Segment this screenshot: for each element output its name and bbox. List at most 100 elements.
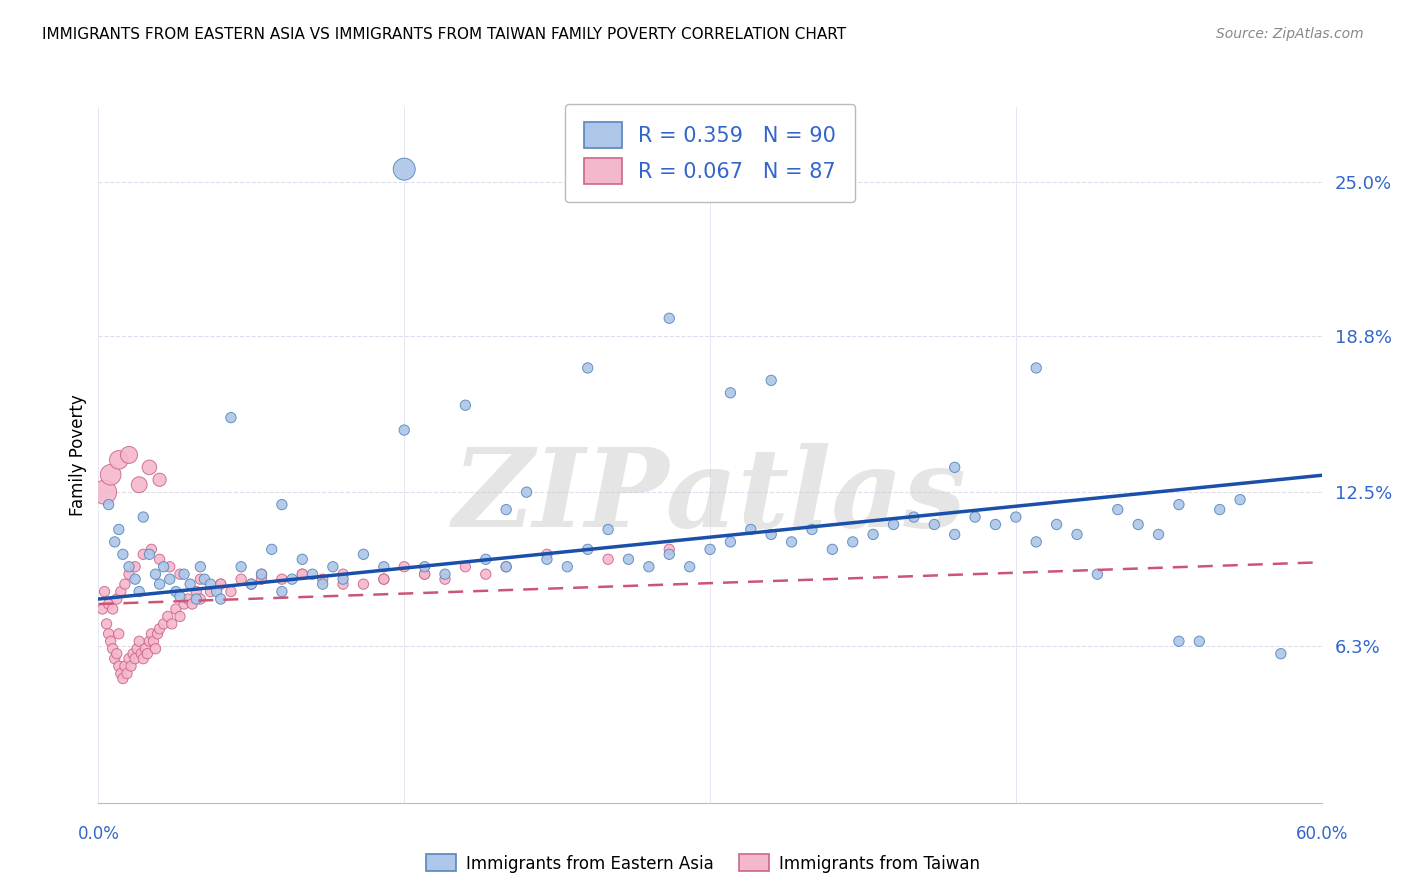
Point (434, 567, 457, 582)
Point (761, 373, 783, 387)
Point (177, 592, 200, 607)
Point (152, 559, 174, 574)
Point (332, 577, 354, 591)
Point (169, 609, 191, 624)
Point (138, 460, 160, 475)
Point (108, 523, 131, 537)
Point (598, 552, 620, 566)
Point (474, 567, 498, 582)
Point (193, 572, 215, 586)
Point (97, 627, 120, 641)
Point (124, 651, 146, 665)
Point (536, 552, 558, 566)
Point (111, 672, 134, 686)
Point (883, 517, 905, 532)
Point (105, 647, 128, 661)
Point (186, 592, 208, 607)
Point (179, 577, 201, 591)
Point (128, 634, 150, 648)
Point (250, 567, 273, 582)
Point (699, 542, 721, 557)
Point (332, 567, 354, 582)
Point (205, 584, 228, 599)
Point (617, 552, 640, 566)
Point (984, 517, 1007, 532)
Point (219, 584, 242, 599)
Point (104, 651, 127, 665)
Point (740, 523, 762, 537)
Point (118, 559, 141, 574)
Point (576, 542, 599, 557)
Point (943, 460, 966, 475)
Legend: Immigrants from Eastern Asia, Immigrants from Taiwan: Immigrants from Eastern Asia, Immigrants… (419, 847, 987, 880)
Point (149, 622, 172, 636)
Point (118, 448, 141, 462)
Point (188, 559, 212, 574)
Point (209, 577, 232, 591)
Point (173, 567, 195, 582)
Point (188, 592, 212, 607)
Point (679, 559, 702, 574)
Point (454, 398, 477, 412)
Point (149, 473, 172, 487)
Point (132, 510, 155, 524)
Point (862, 527, 884, 541)
Point (159, 559, 181, 574)
Point (291, 552, 314, 566)
Point (1188, 634, 1211, 648)
Point (200, 584, 222, 599)
Point (1025, 535, 1047, 549)
Point (270, 572, 294, 586)
Point (413, 567, 436, 582)
Point (101, 641, 124, 656)
Point (118, 567, 141, 582)
Point (1066, 527, 1088, 541)
Point (1085, 567, 1108, 582)
Point (413, 559, 436, 574)
Point (156, 609, 179, 624)
Point (100, 634, 122, 648)
Point (114, 659, 136, 673)
Point (110, 666, 132, 681)
Point (165, 584, 187, 599)
Point (270, 498, 294, 512)
Point (658, 311, 681, 326)
Point (434, 572, 457, 586)
Point (352, 577, 374, 591)
Point (240, 577, 263, 591)
Point (152, 616, 174, 631)
Point (474, 552, 498, 566)
Legend: R = 0.359   N = 90, R = 0.067   N = 87: R = 0.359 N = 90, R = 0.067 N = 87 (565, 103, 855, 202)
Point (145, 641, 167, 656)
Point (132, 651, 155, 665)
Point (108, 627, 131, 641)
Point (1045, 517, 1069, 532)
Point (392, 423, 416, 437)
Point (129, 647, 152, 661)
Point (165, 602, 187, 616)
Point (200, 577, 222, 591)
Point (149, 577, 172, 591)
Point (373, 572, 395, 586)
Point (332, 572, 354, 586)
Point (108, 659, 131, 673)
Point (115, 666, 138, 681)
Point (173, 597, 195, 611)
Point (516, 485, 538, 500)
Text: ZIPatlas: ZIPatlas (453, 443, 967, 550)
Point (114, 577, 136, 591)
Point (658, 547, 681, 561)
Point (142, 634, 165, 648)
Point (104, 535, 127, 549)
Point (160, 616, 183, 631)
Point (943, 527, 966, 541)
Point (110, 584, 132, 599)
Point (181, 597, 204, 611)
Point (922, 517, 945, 532)
Point (495, 559, 517, 574)
Point (1128, 517, 1150, 532)
Point (96, 616, 118, 631)
Point (1107, 502, 1129, 516)
Point (169, 567, 191, 582)
Point (1209, 502, 1232, 516)
